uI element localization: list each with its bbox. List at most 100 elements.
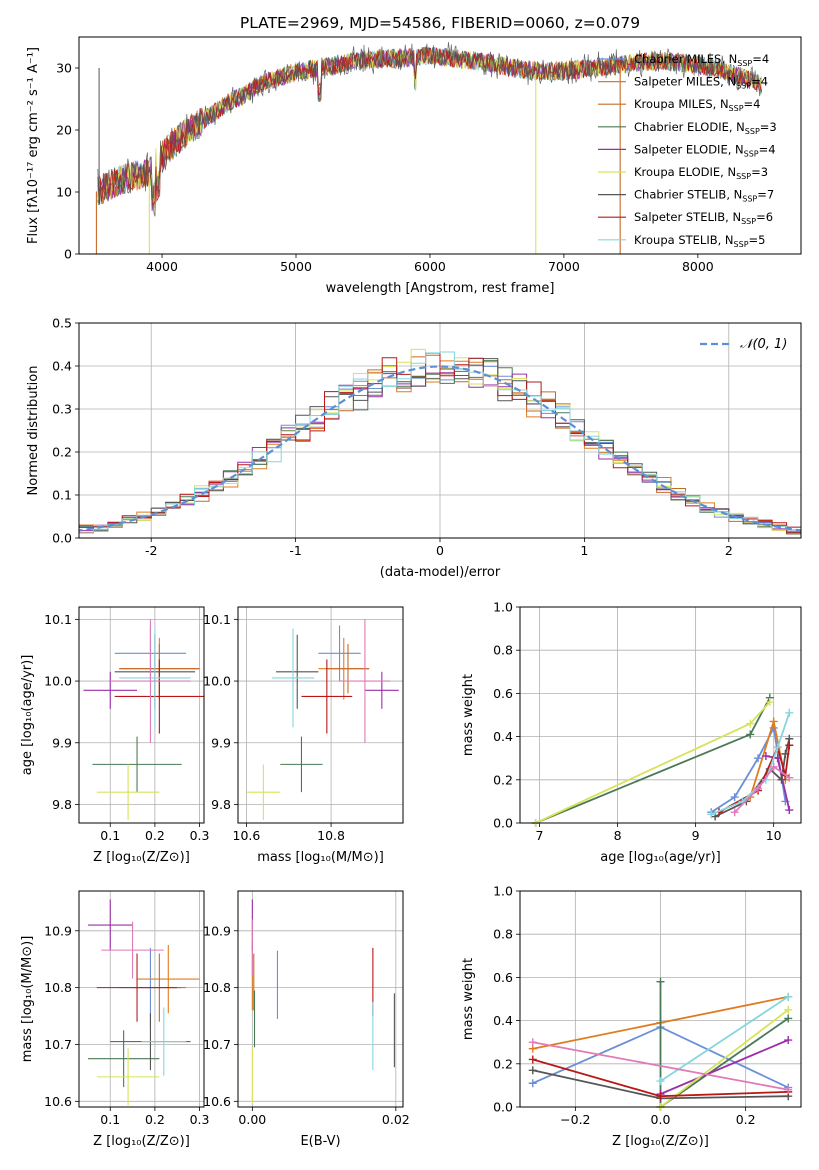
weight-marker (785, 773, 794, 782)
x-axis-label: Z [log₁₀(Z/Z⊙)] (93, 1134, 190, 1149)
data-point (326, 644, 370, 694)
spectrum-line (97, 42, 762, 217)
weight-marker (528, 1066, 537, 1075)
x-tick-label: 0.02 (382, 1112, 410, 1127)
data-point (141, 1007, 187, 1076)
y-tick-label: 9.9 (211, 735, 231, 750)
axes-frame (519, 890, 802, 1108)
y-tick-label: 0.3 (52, 402, 72, 417)
mass-vs-Z-chart: 0.1 0.2 0.3 10.6 10.7 10.8 10.9 Z [log₁₀(Z/Z⊙)]… (20, 890, 210, 1149)
age-vs-Z-chart: 0.1 0.2 0.3 9.8 9.9 10.0 10.1 Z [log₁₀(Z/Z⊙)] ag… (20, 606, 209, 865)
legend-entry: Kroupa MILES, NSSP=4 (634, 97, 760, 113)
x-tick-label: 9 (692, 828, 700, 843)
y-axis-label: Flux [fλ10⁻¹⁷ erg cm⁻² s⁻¹ A⁻¹] (26, 47, 41, 244)
x-axis-label: Z [log₁₀(Z/Z⊙)] (93, 850, 190, 865)
y-tick-label: 9.9 (52, 735, 72, 750)
age-vs-mass-chart: 10.6 10.8 9.8 9.9 10.0 10.1 mass [log₁₀(M/M⊙)] (203, 606, 404, 865)
y-tick-label: 10.0 (203, 674, 231, 689)
mass-vs-ebv-chart: 0.00 0.02 10.6 10.7 10.8 10.9 E(B-V) (203, 890, 410, 1149)
x-axis-label: (data-model)/error (380, 565, 501, 580)
weight-marker (656, 1077, 665, 1086)
data-point (364, 671, 399, 709)
x-axis-label: mass [log₁₀(M/M⊙)] (257, 850, 384, 865)
y-tick-label: 10.9 (203, 923, 231, 938)
y-tick-label: 0.0 (493, 1100, 513, 1115)
y-tick-label: 0.4 (493, 729, 513, 744)
y-tick-label: 0.8 (493, 643, 513, 658)
y-tick-label: 10.8 (44, 980, 72, 995)
errorbars (83, 619, 204, 820)
y-tick-label: 30 (56, 61, 72, 76)
y-tick-label: 0.5 (52, 316, 72, 331)
legend-entry: Chabrier ELODIE, NSSP=3 (634, 120, 777, 136)
weight-marker (773, 743, 782, 752)
x-tick-label: 8000 (682, 259, 714, 274)
weight-marker (785, 806, 794, 815)
data-point (301, 659, 353, 734)
y-axis-label: mass [log₁₀(M/M⊙)] (20, 936, 35, 1063)
y-tick-label: 0.2 (493, 772, 513, 787)
weight-marker (769, 762, 778, 771)
y-tick-label: 10.8 (203, 980, 231, 995)
spectrum-line (97, 46, 763, 207)
x-axis-label: E(B-V) (300, 1134, 340, 1149)
data-point (271, 628, 315, 728)
data-point (87, 1030, 160, 1088)
weight-marker (746, 730, 755, 739)
data-point (92, 736, 182, 793)
weight-marker (656, 977, 665, 986)
legend-entry: Kroupa ELODIE, NSSP=3 (634, 165, 768, 181)
weight-marker (707, 810, 716, 819)
weight-lines (528, 977, 793, 1111)
weight-marker (784, 1085, 793, 1094)
weight-marker (754, 754, 763, 763)
weight-marker (769, 717, 778, 726)
data-point (83, 671, 138, 709)
residuals-chart: -2 -1 0 1 2 0.0 0.1 0.2 0.3 0.4 0.5 (data-model)/er… (26, 316, 802, 580)
weight-marker (754, 784, 763, 793)
data-point (318, 625, 361, 682)
x-tick-label: 0.2 (145, 828, 165, 843)
weight-marker (761, 752, 770, 761)
weight-marker (785, 741, 794, 750)
data-point (101, 921, 164, 979)
y-tick-label: 10.6 (203, 1094, 231, 1109)
x-tick-label: 4000 (146, 259, 178, 274)
weight-series (660, 996, 789, 1082)
errorbars (251, 899, 395, 1105)
data-point (119, 628, 191, 728)
axes-frame (519, 606, 802, 824)
y-tick-label: 9.8 (211, 797, 231, 812)
errorbars (87, 899, 200, 1106)
x-tick-label: 0.3 (190, 1112, 210, 1127)
y-tick-label: 10.0 (44, 674, 72, 689)
x-tick-label: 5000 (280, 259, 312, 274)
weight-marker (528, 1055, 537, 1064)
figure-title: PLATE=2969, MJD=54586, FIBERID=0060, z=0… (240, 14, 640, 32)
y-tick-label: 0.2 (493, 1056, 513, 1071)
x-tick-label: 0 (436, 543, 444, 558)
y-tick-label: 9.8 (52, 797, 72, 812)
x-tick-label: 0.00 (238, 1112, 266, 1127)
x-axis-label: Z [log₁₀(Z/Z⊙)] (612, 1134, 709, 1149)
legend-entry: Kroupa STELIB, NSSP=5 (634, 233, 765, 249)
x-tick-label: 0.2 (145, 1112, 165, 1127)
weight-marker (765, 698, 774, 707)
x-tick-label: 0.2 (736, 1112, 756, 1127)
y-tick-label: 0.6 (493, 970, 513, 985)
y-tick-label: 10.7 (44, 1037, 72, 1052)
weight-series (659, 1009, 789, 1108)
axes-frame (78, 322, 802, 539)
x-tick-label: 0.1 (100, 1112, 120, 1127)
weight-vs-Z-chart: −0.2 0.0 0.2 0.0 0.2 0.4 0.6 0.8 1.0 Z [log₁₀(Z/Z… (461, 884, 802, 1149)
axes-frame (78, 36, 802, 255)
y-tick-label: 10.1 (44, 612, 72, 627)
legend-entry: Salpeter MILES, NSSP=4 (634, 75, 768, 91)
data-point (246, 764, 281, 820)
weight-marker (730, 793, 739, 802)
weight-marker (528, 1079, 537, 1088)
y-tick-label: 10.1 (203, 612, 231, 627)
axes-frame (237, 606, 404, 824)
data-point (114, 659, 204, 734)
